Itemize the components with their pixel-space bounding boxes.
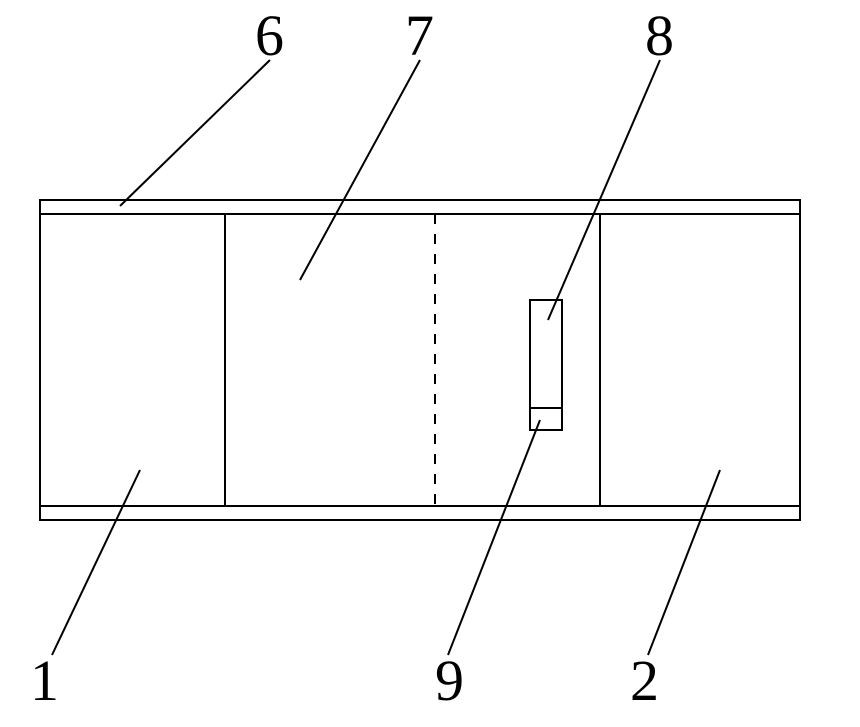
- label-1: 1: [30, 648, 59, 713]
- leader-line-6: [120, 60, 270, 206]
- outer-box: [40, 200, 800, 520]
- leader-line-1: [52, 470, 140, 655]
- inset-box: [530, 300, 562, 430]
- label-7: 7: [405, 3, 434, 68]
- leader-line-9: [448, 420, 540, 655]
- label-9: 9: [435, 648, 464, 713]
- label-6: 6: [255, 3, 284, 68]
- leader-line-7: [300, 60, 420, 280]
- leader-line-8: [548, 60, 660, 320]
- label-2: 2: [630, 648, 659, 713]
- leader-line-2: [648, 470, 720, 655]
- label-8: 8: [645, 3, 674, 68]
